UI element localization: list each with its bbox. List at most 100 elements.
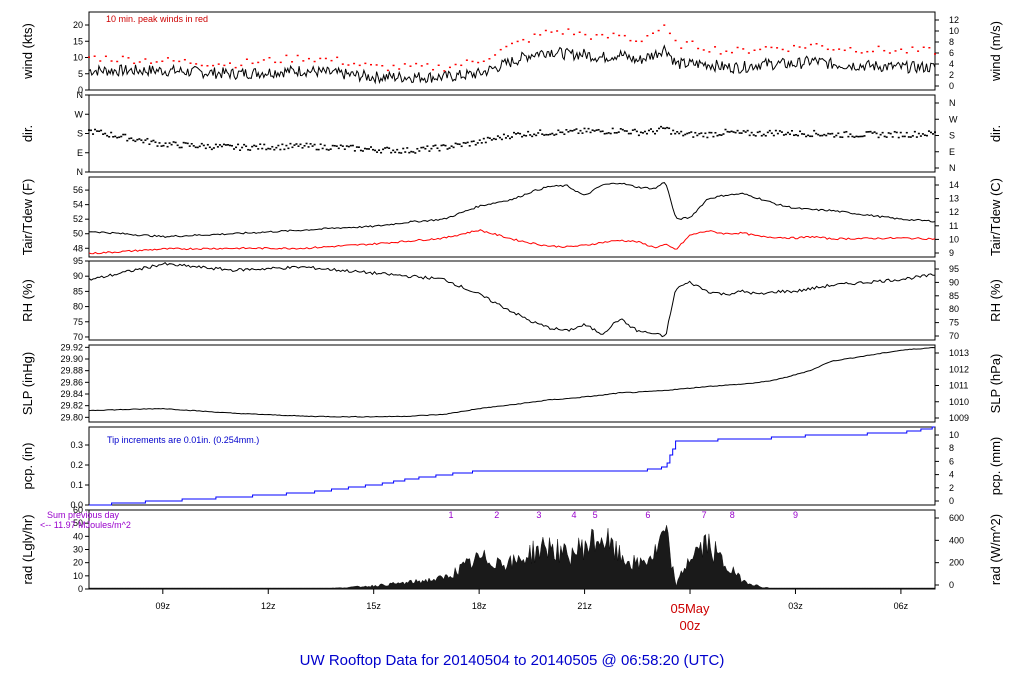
cloud-marker: 7: [702, 510, 707, 520]
direction-point: [527, 130, 530, 133]
cloud-marker: 3: [536, 510, 541, 520]
direction-point: [508, 137, 511, 140]
direction-point: [805, 135, 808, 138]
direction-point: [889, 132, 892, 135]
direction-point: [722, 133, 725, 135]
direction-point: [283, 148, 286, 151]
right-tick-label: 12: [949, 207, 959, 217]
direction-point: [474, 143, 477, 146]
direction-point: [378, 149, 381, 151]
direction-point: [605, 132, 608, 135]
direction-point: [249, 149, 252, 151]
right-axis-label: dir.: [988, 125, 1003, 142]
direction-point: [466, 141, 469, 144]
direction-point: [422, 146, 425, 149]
direction-point: [921, 133, 924, 135]
direction-point: [819, 134, 822, 137]
direction-point: [569, 129, 572, 132]
direction-point: [436, 147, 439, 150]
right-tick-label: 10: [949, 26, 959, 36]
direction-point: [271, 145, 274, 148]
direction-point: [488, 137, 491, 139]
direction-point: [807, 134, 810, 137]
direction-point: [138, 138, 141, 140]
right-tick-label: 13: [949, 194, 959, 204]
direction-point: [132, 139, 135, 142]
direction-point: [130, 137, 133, 139]
direction-point: [925, 134, 928, 137]
direction-point: [551, 132, 554, 135]
direction-point: [120, 135, 123, 138]
direction-point: [343, 148, 346, 151]
direction-point: [728, 131, 731, 133]
left-tick-label: 48: [73, 243, 83, 253]
left-tick-label: 29.88: [60, 366, 83, 376]
direction-point: [484, 141, 487, 144]
direction-point: [672, 129, 675, 132]
direction-point: [372, 148, 375, 151]
direction-point: [476, 142, 479, 144]
direction-point: [216, 146, 219, 148]
direction-point: [166, 145, 169, 148]
direction-point: [253, 144, 256, 147]
right-tick-label: 4: [949, 59, 954, 69]
direction-point: [237, 143, 240, 146]
direction-point: [863, 135, 866, 137]
direction-point: [815, 132, 818, 135]
direction-point: [319, 143, 322, 146]
direction-point: [428, 150, 431, 152]
direction-point: [287, 147, 290, 150]
direction-point: [468, 145, 471, 147]
left-tick-label: 29.84: [60, 389, 83, 399]
direction-point: [927, 130, 930, 132]
direction-point: [404, 151, 407, 153]
direction-point: [825, 134, 828, 137]
right-axis-label: wind (m/s): [988, 21, 1003, 82]
direction-point: [539, 129, 542, 131]
direction-point: [706, 136, 709, 139]
direction-point: [589, 131, 592, 134]
direction-point: [907, 136, 910, 138]
x-tick-label: 06z: [894, 601, 909, 611]
left-tick-label: 40: [73, 531, 83, 541]
direction-point: [859, 135, 862, 138]
direction-point: [156, 145, 159, 147]
right-tick-label: 1010: [949, 397, 969, 407]
direction-point: [438, 149, 441, 152]
left-axis-label: pcp. (in): [20, 443, 35, 490]
direction-point: [259, 143, 262, 146]
left-tick-label: 50: [73, 518, 83, 528]
direction-point: [700, 132, 703, 134]
direction-point: [519, 132, 522, 135]
direction-point: [442, 144, 445, 146]
direction-point: [267, 147, 270, 150]
direction-point: [269, 148, 272, 150]
direction-point: [631, 129, 634, 131]
direction-point: [583, 127, 586, 130]
direction-point: [861, 135, 864, 138]
left-axis-label: rad (Lgly/hr): [20, 514, 35, 584]
direction-point: [345, 145, 348, 147]
direction-point: [273, 148, 276, 151]
direction-point: [178, 146, 181, 149]
right-tick-label: 1012: [949, 364, 969, 374]
left-tick-label: 0.1: [70, 480, 83, 490]
direction-point: [144, 139, 147, 141]
direction-point: [126, 139, 129, 142]
direction-point: [303, 145, 306, 147]
x-tick-label: 03z: [788, 601, 803, 611]
direction-point: [885, 136, 888, 138]
direction-point: [899, 131, 902, 134]
direction-point: [506, 135, 509, 137]
direction-point: [198, 145, 201, 148]
direction-point: [424, 147, 427, 150]
direction-point: [599, 130, 602, 133]
direction-point: [762, 133, 765, 136]
direction-point: [656, 130, 659, 132]
direction-point: [88, 129, 90, 131]
direction-point: [200, 142, 203, 145]
right-tick-label: 4: [949, 470, 954, 480]
direction-point: [480, 142, 483, 144]
direction-point: [754, 135, 757, 137]
direction-point: [299, 143, 302, 146]
